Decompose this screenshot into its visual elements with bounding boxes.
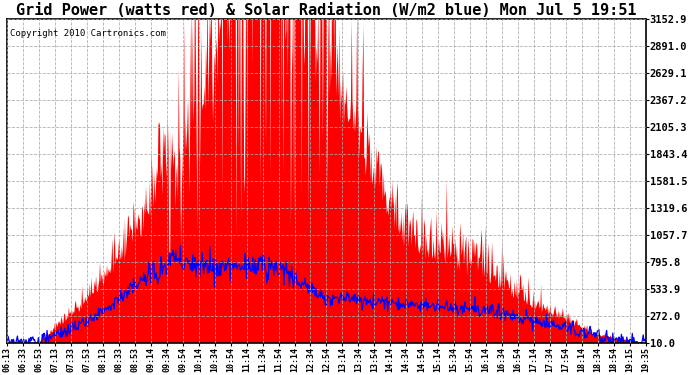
Title: Grid Power (watts red) & Solar Radiation (W/m2 blue) Mon Jul 5 19:51: Grid Power (watts red) & Solar Radiation… [16,3,637,18]
Text: Copyright 2010 Cartronics.com: Copyright 2010 Cartronics.com [10,28,166,38]
